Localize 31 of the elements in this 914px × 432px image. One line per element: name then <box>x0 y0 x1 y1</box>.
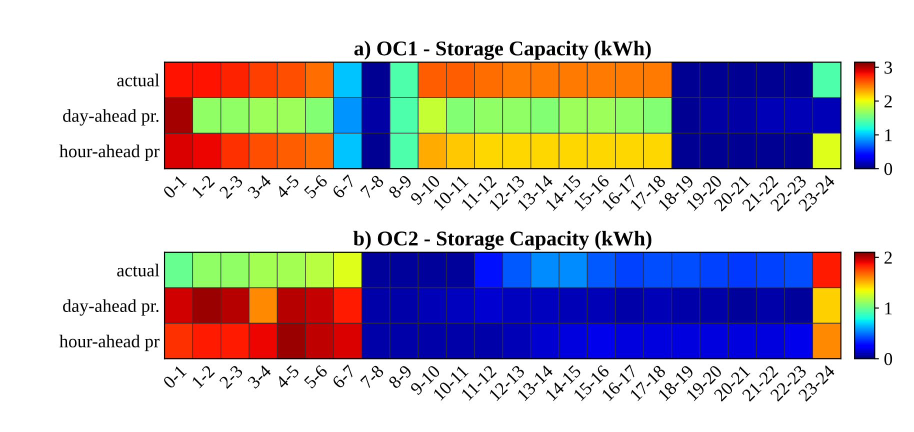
x-tick-label: 2-3 <box>218 364 244 390</box>
x-tick-label: 2-3 <box>218 174 244 199</box>
color-bar-label: 0 <box>884 352 892 366</box>
y-tick-label: day-ahead pr. <box>63 109 158 126</box>
color-bar-label: 1 <box>885 129 892 142</box>
chart-title: b) OC2 - Storage Capacity (kWh) <box>353 230 652 250</box>
color-bar-label: 3 <box>884 62 892 74</box>
color-bar-label: 1 <box>885 302 892 314</box>
x-tick-label: 1-2 <box>191 174 215 198</box>
color-bar-label: 2 <box>884 252 892 264</box>
x-tick-label: 1-2 <box>191 364 215 388</box>
color-bar-label: 0 <box>884 162 892 176</box>
x-tick-label: 6-7 <box>332 174 356 199</box>
y-tick-label: hour-ahead pr <box>59 144 160 162</box>
x-tick-label: 4-5 <box>275 364 300 390</box>
y-tick-label: actual <box>117 74 160 86</box>
x-tick-label: 5-6 <box>304 174 328 199</box>
x-tick-label: 3-4 <box>247 174 272 199</box>
color-bar-label: 2 <box>884 95 892 108</box>
y-tick-label: hour-ahead pr <box>59 334 160 352</box>
chart-title: a) OC1 - Storage Capacity (kWh) <box>354 40 651 60</box>
y-tick-label: actual <box>117 264 160 276</box>
x-tick-label: 6-7 <box>332 364 356 390</box>
x-tick-label: 7-8 <box>360 174 384 199</box>
x-tick-label: 0-1 <box>162 174 187 200</box>
x-tick-label: 4-5 <box>275 174 300 200</box>
x-tick-label: 0-1 <box>162 364 187 390</box>
x-tick-label: 5-6 <box>304 364 328 389</box>
y-tick-label: day-ahead pr. <box>63 299 158 316</box>
x-tick-label: 3-4 <box>247 364 272 389</box>
x-tick-label: 7-8 <box>360 364 384 389</box>
